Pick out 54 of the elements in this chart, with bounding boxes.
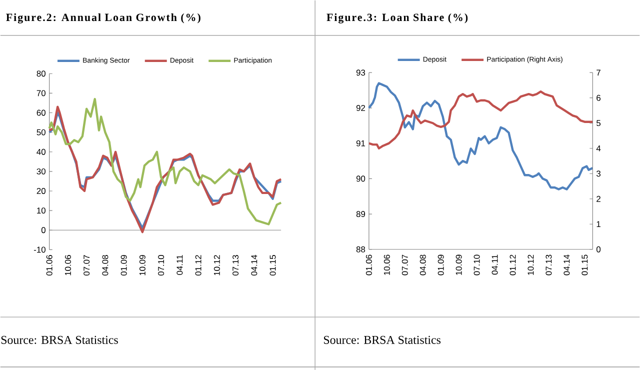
y-tick-label: 70 (36, 90, 46, 96)
y-tick-label: 89 (356, 210, 366, 217)
y-tick-label: 20 (36, 188, 46, 194)
chart-title: Figure.3: Loan Share (%) (326, 13, 468, 24)
y2-tick-label: 6 (596, 94, 601, 101)
source-note: Source: BRSA Statistics (324, 336, 441, 344)
y2-tick-label: 2 (596, 196, 600, 202)
source-note: Source: BRSA Statistics (1, 336, 118, 344)
y-tick-label: 92 (356, 104, 365, 111)
y-tick-label: 0 (41, 226, 46, 233)
chart-title: Figure.2: Annual Loan Growth (%) (6, 13, 200, 24)
x-tick-label: 04.08 (102, 254, 108, 276)
y-tick-label: 88 (356, 246, 366, 252)
y-tick-label: 80 (36, 70, 46, 76)
x-tick-label: 04.14 (564, 254, 570, 276)
y-tick-label: 91 (356, 140, 366, 146)
x-tick-label: 04.14 (251, 254, 258, 276)
x-tick-label: 10.06 (64, 254, 71, 276)
x-tick-label: 10.12 (214, 254, 220, 276)
x-tick-label: 01.15 (270, 254, 276, 276)
y-tick-label: 30 (36, 168, 46, 174)
x-tick-label: 10.09 (456, 254, 462, 275)
x-tick-label: 01.15 (582, 254, 588, 276)
y2-tick-label: 5 (596, 120, 601, 126)
x-tick-label: 07.10 (474, 254, 480, 276)
x-tick-label: 10.12 (528, 254, 534, 275)
y2-tick-label: 1 (596, 221, 600, 227)
y2-tick-label: 4 (596, 145, 601, 152)
y-tick-label: 60 (36, 110, 46, 116)
y2-tick-label: 7 (596, 70, 600, 76)
x-tick-label: 07.07 (402, 254, 408, 276)
x-tick-label: 07.13 (546, 254, 552, 276)
x-tick-label: 04.08 (420, 254, 426, 276)
x-tick-label: 01.06 (46, 254, 52, 276)
x-tick-label: 10.06 (384, 254, 390, 275)
x-tick-label: 01.12 (195, 254, 202, 276)
y-tick-label: 90 (356, 176, 366, 182)
x-tick-label: 07.10 (158, 254, 164, 276)
x-tick-label: 07.07 (84, 254, 90, 276)
y2-tick-label: 0 (596, 246, 601, 252)
y-tick-label: 40 (36, 148, 46, 155)
x-tick-label: 01.06 (366, 254, 372, 276)
x-tick-label: 01.09 (120, 254, 127, 276)
x-tick-label: 04.11 (176, 254, 183, 275)
x-tick-label: 01.09 (438, 254, 444, 276)
x-tick-label: 07.13 (232, 254, 239, 276)
x-tick-label: 01.12 (510, 254, 516, 276)
y-tick-label: 10 (37, 207, 46, 214)
y-tick-label: 50 (36, 129, 46, 136)
x-tick-label: 04.11 (492, 254, 498, 274)
y-tick-label: 93 (356, 69, 366, 76)
x-tick-label: 10.09 (139, 254, 146, 276)
y2-tick-label: 3 (596, 170, 601, 176)
y-tick-label: -10 (34, 246, 46, 253)
